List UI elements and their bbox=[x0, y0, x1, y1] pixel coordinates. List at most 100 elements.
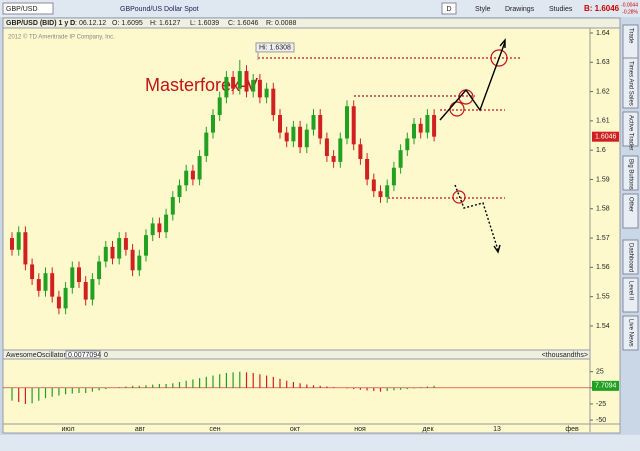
candle-body bbox=[271, 88, 276, 116]
candle-body bbox=[170, 197, 175, 215]
x-tick-label: ноя bbox=[354, 426, 366, 433]
candle-body bbox=[345, 106, 349, 139]
candle-body bbox=[50, 273, 55, 297]
last-price-box bbox=[592, 131, 619, 142]
candle-body bbox=[251, 79, 256, 92]
sidebar-label: Times And Sales bbox=[627, 61, 633, 106]
candle-body bbox=[164, 214, 169, 233]
sidebar-tab[interactable] bbox=[622, 57, 639, 109]
candle-body bbox=[137, 255, 142, 271]
candle-body bbox=[150, 223, 155, 236]
change-pct: -0.28% bbox=[622, 9, 638, 15]
candle-body bbox=[398, 150, 403, 168]
candle-body bbox=[144, 235, 148, 256]
symbol-box[interactable] bbox=[2, 2, 54, 15]
y-tick-label: 1.57 bbox=[596, 235, 610, 242]
period-box[interactable] bbox=[441, 2, 457, 15]
x-tick-label: 13 bbox=[493, 426, 501, 433]
candle-body bbox=[237, 71, 242, 89]
symbol: GBP/USD bbox=[6, 6, 38, 13]
x-tick-label: авг bbox=[135, 426, 146, 433]
y-tick-label: 1.54 bbox=[596, 323, 610, 330]
sidebar-label: Active Trader bbox=[627, 115, 633, 150]
candle-body bbox=[97, 261, 102, 280]
style-button[interactable]: Style bbox=[475, 6, 491, 13]
candle-body bbox=[23, 232, 28, 265]
arrows bbox=[439, 38, 506, 254]
candle-body bbox=[385, 185, 390, 198]
candle-body bbox=[331, 156, 336, 162]
y-tick-label: 1.58 bbox=[596, 206, 610, 213]
osc-units: <thousandths> bbox=[542, 352, 588, 359]
candle-body bbox=[231, 76, 236, 89]
candle-body bbox=[190, 170, 195, 180]
candle-body bbox=[432, 115, 437, 137]
candle-body bbox=[130, 249, 135, 271]
toolbar bbox=[0, 0, 640, 17]
candle-body bbox=[405, 138, 410, 151]
sidebar-tab[interactable] bbox=[622, 239, 639, 275]
candle-body bbox=[110, 246, 115, 259]
candle-body bbox=[324, 138, 329, 157]
candle-body bbox=[63, 287, 68, 309]
candle-body bbox=[257, 79, 262, 98]
candle-body bbox=[371, 179, 376, 192]
sidebar-tab[interactable] bbox=[622, 193, 639, 229]
candle-body bbox=[358, 144, 363, 159]
candle-body bbox=[16, 232, 21, 250]
candle-body bbox=[83, 282, 88, 300]
candle-body bbox=[298, 126, 303, 148]
sidebar-label: Dashboard bbox=[627, 243, 633, 272]
studies-button[interactable]: Studies bbox=[549, 6, 573, 13]
x-tick-label: фев bbox=[565, 426, 579, 433]
sidebar-tab[interactable] bbox=[622, 111, 639, 147]
header-title: GBP/USD (BID) 1 y D bbox=[6, 20, 75, 27]
drawings-button[interactable]: Drawings bbox=[505, 6, 535, 13]
osc-header bbox=[2, 349, 591, 360]
y-tick-label: 1.56 bbox=[596, 264, 610, 271]
candle-body bbox=[70, 267, 75, 288]
osc-last-box bbox=[592, 380, 619, 391]
period: D bbox=[446, 6, 451, 13]
osc-tick-label: 25 bbox=[596, 369, 604, 376]
header-field: D: 06.12.12 bbox=[70, 20, 106, 27]
x-tick-label: июл bbox=[61, 426, 74, 433]
y-tick-label: 1.61 bbox=[596, 118, 610, 125]
candle-body bbox=[244, 71, 249, 92]
candle-body bbox=[117, 238, 122, 259]
x-tick-label: сен bbox=[209, 426, 220, 433]
y-tick-label: 1.6 bbox=[596, 147, 606, 154]
candle-body bbox=[224, 76, 229, 98]
candle-body bbox=[90, 279, 95, 300]
candle-body bbox=[36, 279, 41, 291]
candle-body bbox=[103, 246, 108, 262]
sidebar-label: Other bbox=[627, 197, 633, 212]
candle-body bbox=[204, 132, 209, 157]
candle-body bbox=[351, 106, 356, 145]
sidebar-label: Live News bbox=[627, 319, 633, 347]
y-tick-label: 1.64 bbox=[596, 30, 610, 37]
osc-last: 7.7094 bbox=[595, 383, 617, 390]
bottom-toolbar bbox=[0, 435, 640, 451]
high-label-box bbox=[255, 42, 295, 53]
sidebar-tab[interactable] bbox=[622, 155, 639, 191]
candle-body bbox=[291, 126, 296, 142]
candle-body bbox=[77, 267, 81, 283]
candle-body bbox=[418, 123, 423, 133]
x-tick-label: дек bbox=[422, 426, 434, 433]
candle-body bbox=[365, 158, 370, 180]
sidebar: Trade Times And Sales Active Trader Big But… bbox=[622, 24, 639, 351]
candle-body bbox=[217, 97, 222, 116]
candle-body bbox=[56, 296, 61, 309]
candle-body bbox=[412, 123, 416, 139]
change: -0.0044 bbox=[621, 2, 638, 8]
sidebar-tab[interactable] bbox=[622, 315, 639, 351]
header-field: L: 1.6039 bbox=[190, 20, 219, 27]
osc-tick-label: -25 bbox=[596, 401, 606, 408]
sidebar-label: Level II bbox=[627, 281, 633, 301]
last-price: 1.6046 bbox=[595, 134, 617, 141]
drawings bbox=[258, 49, 520, 204]
sidebar-tab[interactable] bbox=[622, 277, 639, 313]
sidebar-label: Big Buttons bbox=[627, 159, 633, 190]
